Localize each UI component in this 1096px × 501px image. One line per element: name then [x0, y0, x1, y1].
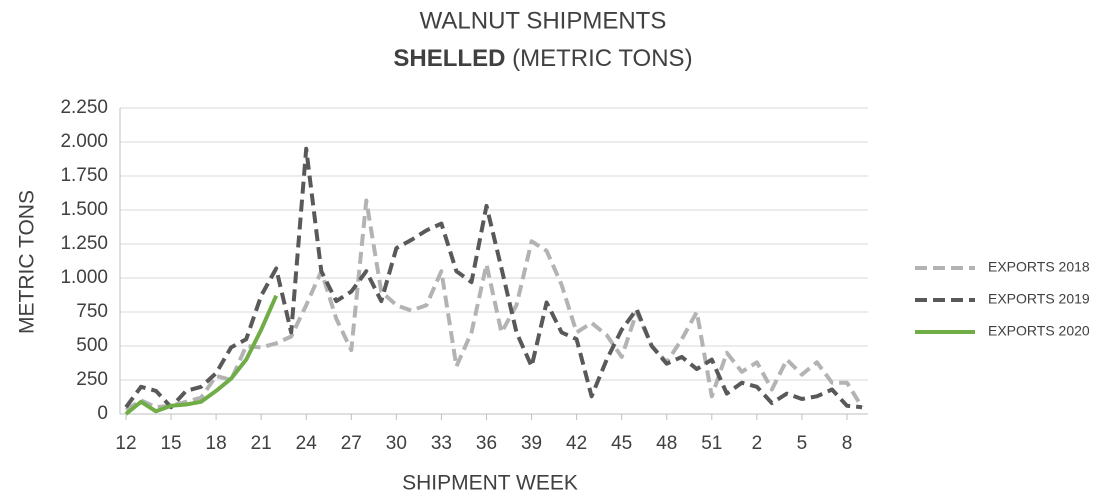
y-tick-label: 2.000 [60, 131, 108, 152]
chart-subtitle: SHELLED (METRIC TONS) [393, 45, 692, 72]
x-tick-label: 45 [611, 433, 632, 454]
subtitle-bold: SHELLED [393, 45, 505, 72]
y-tick-label: 2.250 [60, 97, 108, 118]
x-axis-label: SHIPMENT WEEK [402, 472, 578, 495]
y-tick-label: 1.250 [60, 233, 108, 254]
y-tick-label: 1.000 [60, 267, 108, 288]
x-tick-label: 24 [296, 433, 318, 454]
series-line [124, 294, 279, 416]
x-tick-label: 21 [251, 433, 272, 454]
x-tick-label: 8 [842, 433, 853, 454]
series-line [124, 146, 863, 410]
x-tick-label: 48 [656, 433, 677, 454]
chart-title: WALNUT SHIPMENTS [420, 7, 667, 34]
y-axis-label: METRIC TONS [16, 190, 39, 334]
x-tick-label: 36 [476, 433, 497, 454]
y-tick-label: 750 [76, 301, 108, 322]
x-tick-label: 33 [431, 433, 452, 454]
y-tick-label: 0 [97, 403, 108, 424]
x-tick-label: 30 [386, 433, 407, 454]
x-tick-label: 2 [752, 433, 763, 454]
legend-label: EXPORTS 2019 [988, 291, 1090, 307]
x-tick-label: 39 [521, 433, 542, 454]
x-tick-label: 51 [701, 433, 722, 454]
legend-label: EXPORTS 2020 [988, 323, 1090, 339]
y-tick-label: 1.750 [60, 165, 108, 186]
y-tick-label: 500 [76, 335, 108, 356]
x-tick-label: 27 [341, 433, 362, 454]
x-tick-label: 42 [566, 433, 587, 454]
legend-label: EXPORTS 2018 [988, 259, 1090, 275]
x-tick-label: 18 [206, 433, 227, 454]
y-tick-label: 1.500 [60, 199, 108, 220]
x-tick-label: 5 [797, 433, 808, 454]
y-tick-label: 250 [76, 369, 108, 390]
series-line [124, 198, 864, 412]
subtitle-rest: (METRIC TONS) [512, 45, 692, 72]
x-tick-label: 15 [160, 433, 181, 454]
x-tick-label: 12 [115, 433, 136, 454]
